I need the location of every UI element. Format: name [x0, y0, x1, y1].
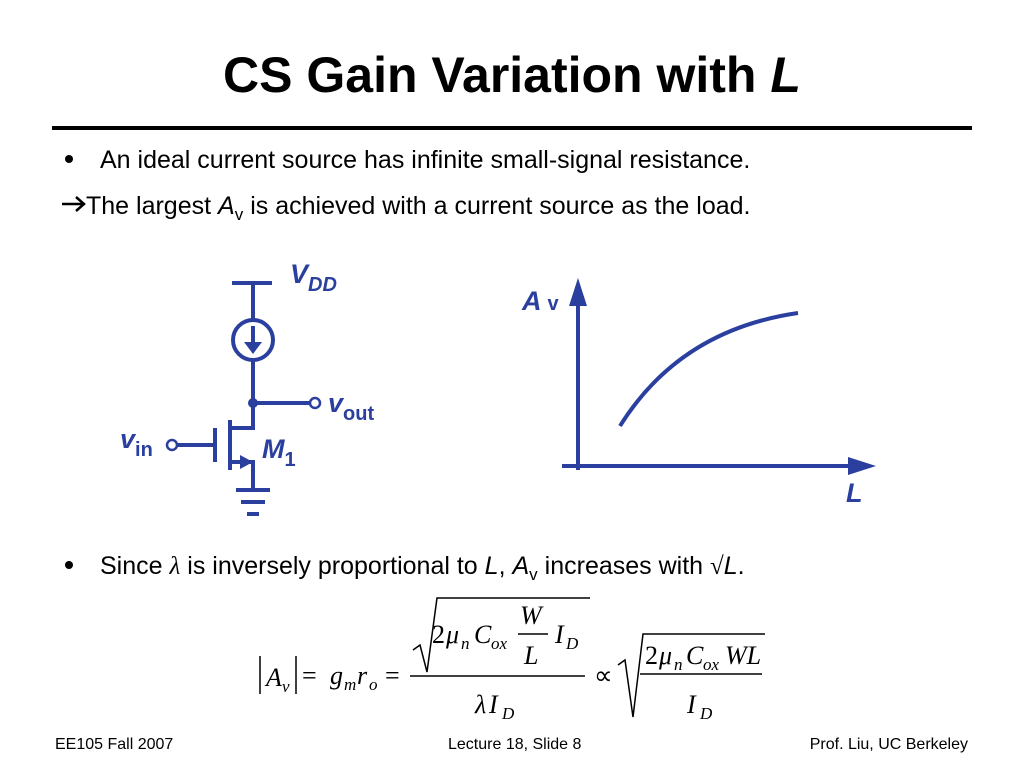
formula-symbol: C	[686, 641, 704, 670]
conclusion-text: The largest Av is achieved with a current…	[86, 192, 750, 224]
formula-symbol: λ	[474, 690, 486, 719]
formula	[259, 597, 765, 718]
symbol: √	[710, 553, 724, 580]
node	[248, 398, 258, 408]
drawing-stroke	[412, 597, 765, 718]
text-run: is achieved with a current source as the…	[250, 192, 750, 220]
subscript: v	[235, 205, 244, 224]
formula-symbol: μ	[445, 620, 459, 649]
input-label: vin	[120, 424, 153, 461]
subscript: 1	[285, 449, 296, 471]
subscript: in	[135, 439, 153, 461]
node	[231, 318, 275, 362]
footer-right: Prof. Liu, UC Berkeley	[810, 736, 968, 753]
symbol: v	[120, 424, 137, 454]
drawing-stroke	[618, 311, 799, 428]
formula-symbol: n	[674, 655, 683, 674]
symbol: M	[262, 434, 285, 464]
bullet	[65, 155, 73, 163]
text-run: is inversely proportional to	[187, 552, 477, 580]
circuit	[165, 281, 322, 516]
formula-symbol: r	[357, 661, 368, 690]
symbol: L	[724, 552, 738, 580]
formula-symbol: m	[344, 675, 356, 694]
symbol: λ	[169, 553, 181, 580]
formula-symbol: ox	[703, 655, 720, 674]
text-run: increases with	[545, 552, 703, 580]
formula-symbol: g	[330, 661, 343, 690]
formula-symbol: C	[474, 620, 492, 649]
gain-sketch	[562, 278, 876, 475]
formula-symbol: μ	[658, 641, 672, 670]
drawing-stroke	[244, 342, 262, 354]
arrow-icon	[62, 196, 86, 212]
drawing-stroke	[240, 455, 253, 469]
text-run: The largest	[86, 192, 211, 220]
slide-title: CS Gain Variation with L	[223, 47, 801, 103]
formula-symbol: I	[554, 620, 565, 649]
formula-symbol: =	[302, 661, 317, 690]
title-emphasis: L	[770, 47, 801, 103]
punctuation: ,	[499, 552, 506, 580]
formula-symbol: ox	[491, 634, 508, 653]
output-label: vout	[328, 388, 374, 425]
formula-symbol: L	[523, 641, 538, 670]
subscript: v	[529, 565, 538, 584]
symbol: L	[485, 552, 499, 580]
subscript: v	[548, 293, 560, 315]
bullet-text: An ideal current source has infinite sma…	[100, 146, 750, 174]
text-run: Since	[100, 552, 163, 580]
drawing-stroke	[562, 300, 855, 470]
formula-symbol: I	[488, 690, 499, 719]
formula-symbol: =	[385, 661, 400, 690]
node	[308, 396, 322, 410]
formula-symbol: 2	[432, 620, 445, 649]
formula-symbol: v	[282, 677, 290, 696]
symbol: A	[216, 192, 235, 220]
symbol: A	[521, 286, 542, 316]
footer-center: Lecture 18, Slide 8	[448, 736, 582, 753]
formula-symbol: D	[565, 634, 579, 653]
subscript: DD	[308, 274, 337, 296]
symbol: v	[328, 388, 345, 418]
formula-symbol: o	[369, 675, 378, 694]
formula-symbol: WL	[725, 641, 761, 670]
drawing-stroke	[259, 633, 762, 694]
supply-label: VDD	[290, 259, 337, 296]
formula-symbol: ∝	[594, 661, 613, 690]
formula-symbol: D	[501, 704, 515, 723]
symbol: A	[510, 552, 529, 580]
transistor-label: M1	[262, 434, 296, 471]
formula-symbol: W	[520, 601, 544, 630]
formula-symbol: A	[264, 663, 282, 692]
formula-symbol: I	[686, 690, 697, 719]
formula-symbol: 2	[645, 641, 658, 670]
x-axis-label: L	[846, 478, 863, 508]
bullet-text: Since λ is inversely proportional to L, …	[100, 552, 745, 584]
node	[165, 438, 179, 452]
formula-symbol: D	[699, 704, 713, 723]
symbol: V	[290, 259, 310, 289]
bullet	[65, 561, 73, 569]
footer-left: EE105 Fall 2007	[55, 736, 173, 753]
title-text: CS Gain Variation with	[223, 47, 756, 103]
punctuation: .	[738, 552, 745, 580]
subscript: out	[343, 403, 374, 425]
formula-symbol: n	[461, 634, 470, 653]
